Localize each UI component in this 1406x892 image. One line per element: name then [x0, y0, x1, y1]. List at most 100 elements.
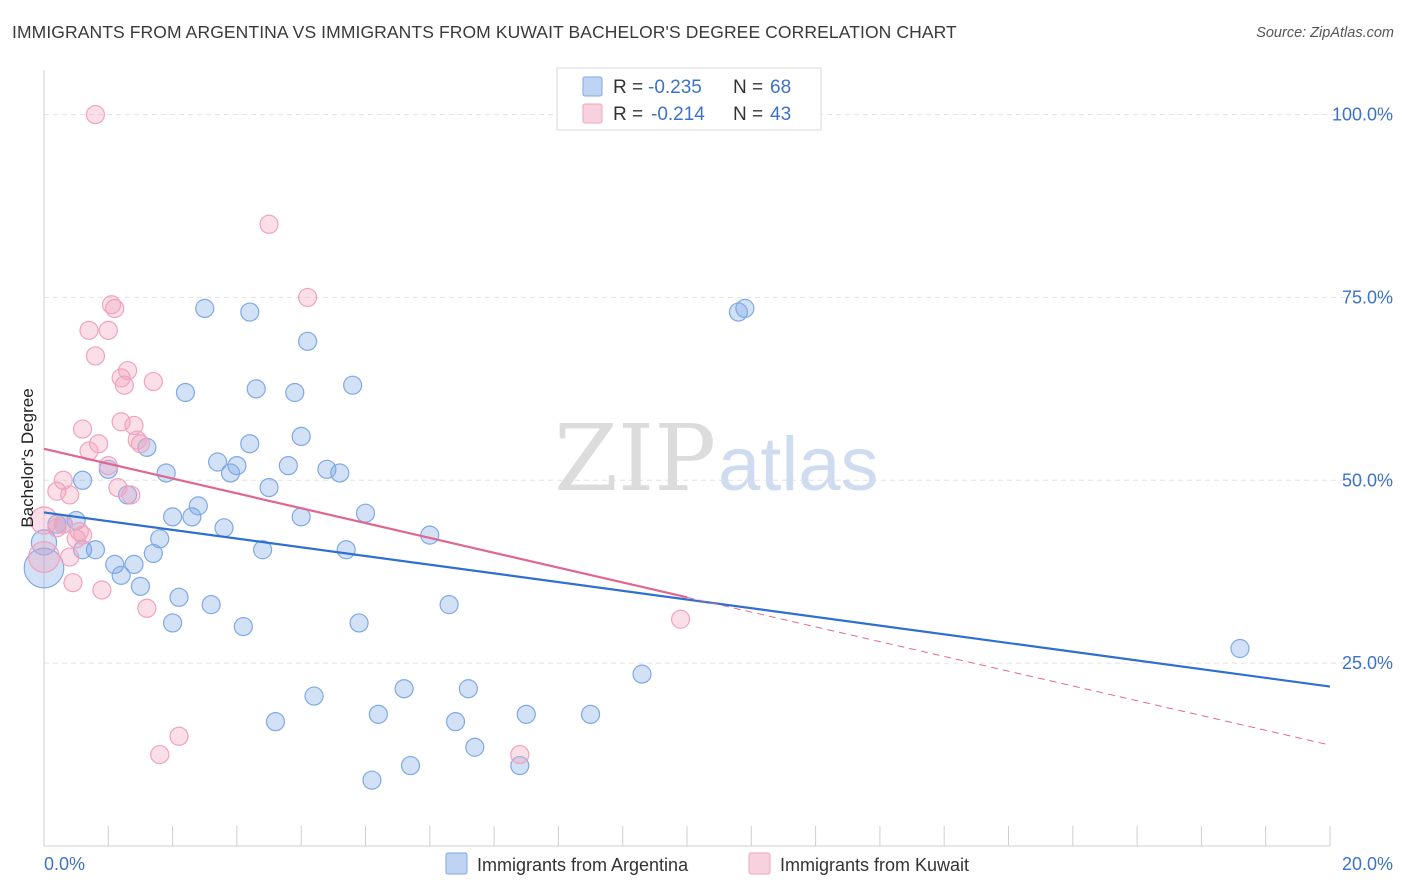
argentina-point: [182, 507, 202, 527]
kuwait-point: [130, 434, 151, 454]
kuwait-point: [72, 419, 93, 439]
argentina-point: [233, 616, 253, 637]
argentina-point: [105, 554, 125, 575]
argentina-point: [240, 434, 260, 454]
stats-legend-n-value-kuwait: 43: [770, 104, 791, 125]
kuwait-point: [47, 518, 67, 538]
argentina-point: [220, 463, 241, 483]
argentina-point: [420, 525, 440, 545]
argentina-point: [208, 452, 228, 472]
argentina-point: [735, 298, 755, 318]
argentina-point: [330, 463, 350, 483]
kuwait-point: [98, 320, 118, 340]
argentina-point: [343, 375, 363, 395]
kuwait-point: [28, 541, 60, 573]
series-legend: Immigrants from Argentina Immigrants fro…: [445, 852, 969, 875]
argentina-point: [291, 426, 311, 446]
stats-legend-n-value-argentina: 68: [770, 77, 791, 98]
argentina-point: [349, 613, 369, 633]
argentina-point: [355, 503, 376, 523]
argentina-point: [362, 770, 382, 790]
kuwait-point: [111, 412, 131, 432]
x-tick-label-min: 0.0%: [44, 854, 85, 874]
argentina-point: [516, 704, 536, 724]
argentina-point: [728, 302, 749, 322]
argentina-point: [336, 540, 356, 560]
argentina-point: [298, 331, 318, 351]
argentina-point: [169, 587, 189, 607]
gridlines: [44, 114, 1393, 664]
argentina-point: [85, 540, 106, 560]
argentina-point: [72, 470, 93, 490]
y-tick-label-100: 100.0%: [1332, 105, 1393, 125]
argentina-point: [124, 554, 144, 575]
stats-legend-r-value-kuwait: -0.214: [651, 104, 705, 125]
argentina-point: [130, 576, 151, 596]
kuwait-point: [63, 573, 83, 593]
kuwait-point: [53, 514, 73, 534]
y-tick-label-25: 25.0%: [1342, 653, 1393, 673]
stats-legend: R = -0.235 N = 68 R = -0.214 N = 43: [556, 67, 822, 131]
argentina-point: [163, 613, 183, 633]
series-legend-label-argentina: Immigrants from Argentina: [477, 855, 689, 875]
kuwait-point: [79, 320, 99, 340]
kuwait-point: [124, 415, 144, 436]
series-legend-swatch-kuwait: [748, 852, 771, 875]
argentina-point: [214, 518, 234, 538]
argentina-point: [201, 595, 221, 615]
argentina-point: [111, 565, 131, 585]
argentina-point: [188, 496, 208, 516]
kuwait-point: [85, 104, 106, 125]
stats-legend-swatch-kuwait: [582, 103, 603, 124]
argentina-point: [240, 302, 260, 322]
kuwait-point: [114, 375, 134, 395]
argentina-point: [195, 298, 215, 318]
argentina-point: [253, 540, 273, 560]
kuwait-point: [105, 298, 125, 318]
kuwait-point: [60, 485, 80, 505]
argentina-point: [175, 382, 196, 403]
stats-legend-r-label-argentina: R =: [613, 77, 643, 98]
kuwait-point: [85, 346, 106, 366]
kuwait-point: [121, 485, 141, 505]
kuwait-point: [510, 744, 530, 765]
stats-legend-swatch-argentina: [582, 76, 603, 97]
y-tick-labels: 25.0% 50.0% 75.0% 100.0%: [1332, 105, 1393, 674]
argentina-point: [465, 737, 485, 757]
stats-legend-r-value-argentina: -0.235: [648, 77, 702, 98]
argentina-point: [317, 459, 337, 479]
series-legend-swatch-argentina: [445, 852, 468, 875]
argentina-point: [265, 712, 286, 732]
kuwait-point: [60, 547, 80, 567]
trend-line-argentina: [43, 511, 1331, 688]
argentina-point: [304, 686, 324, 706]
argentina-point: [285, 382, 305, 403]
x-axis-ticks: [43, 826, 1331, 846]
argentina-point: [400, 755, 421, 776]
argentina-point: [445, 712, 466, 732]
kuwait-point: [89, 434, 109, 454]
watermark-zip: ZIP: [554, 405, 716, 512]
kuwait-point: [92, 580, 112, 600]
kuwait-point: [670, 609, 691, 629]
argentina-point: [259, 478, 279, 498]
kuwait-point: [143, 371, 163, 392]
watermark-atlas: atlas: [718, 422, 879, 507]
kuwait-point: [150, 744, 170, 765]
argentina-point: [30, 529, 58, 556]
series-argentina-points: [23, 298, 1250, 790]
kuwait-point: [169, 726, 189, 746]
argentina-point: [394, 679, 414, 699]
argentina-point: [439, 595, 459, 615]
trend-line-kuwait: [43, 447, 688, 599]
kuwait-point: [72, 525, 93, 545]
argentina-point: [580, 704, 601, 724]
watermark: ZIP atlas: [554, 405, 879, 512]
argentina-point: [150, 529, 170, 549]
kuwait-point: [127, 430, 147, 450]
series-legend-label-kuwait: Immigrants from Kuwait: [780, 855, 969, 875]
stats-legend-n-label-kuwait: N =: [733, 104, 763, 125]
argentina-point: [510, 755, 530, 776]
x-tick-label-max: 20.0%: [1342, 854, 1393, 874]
